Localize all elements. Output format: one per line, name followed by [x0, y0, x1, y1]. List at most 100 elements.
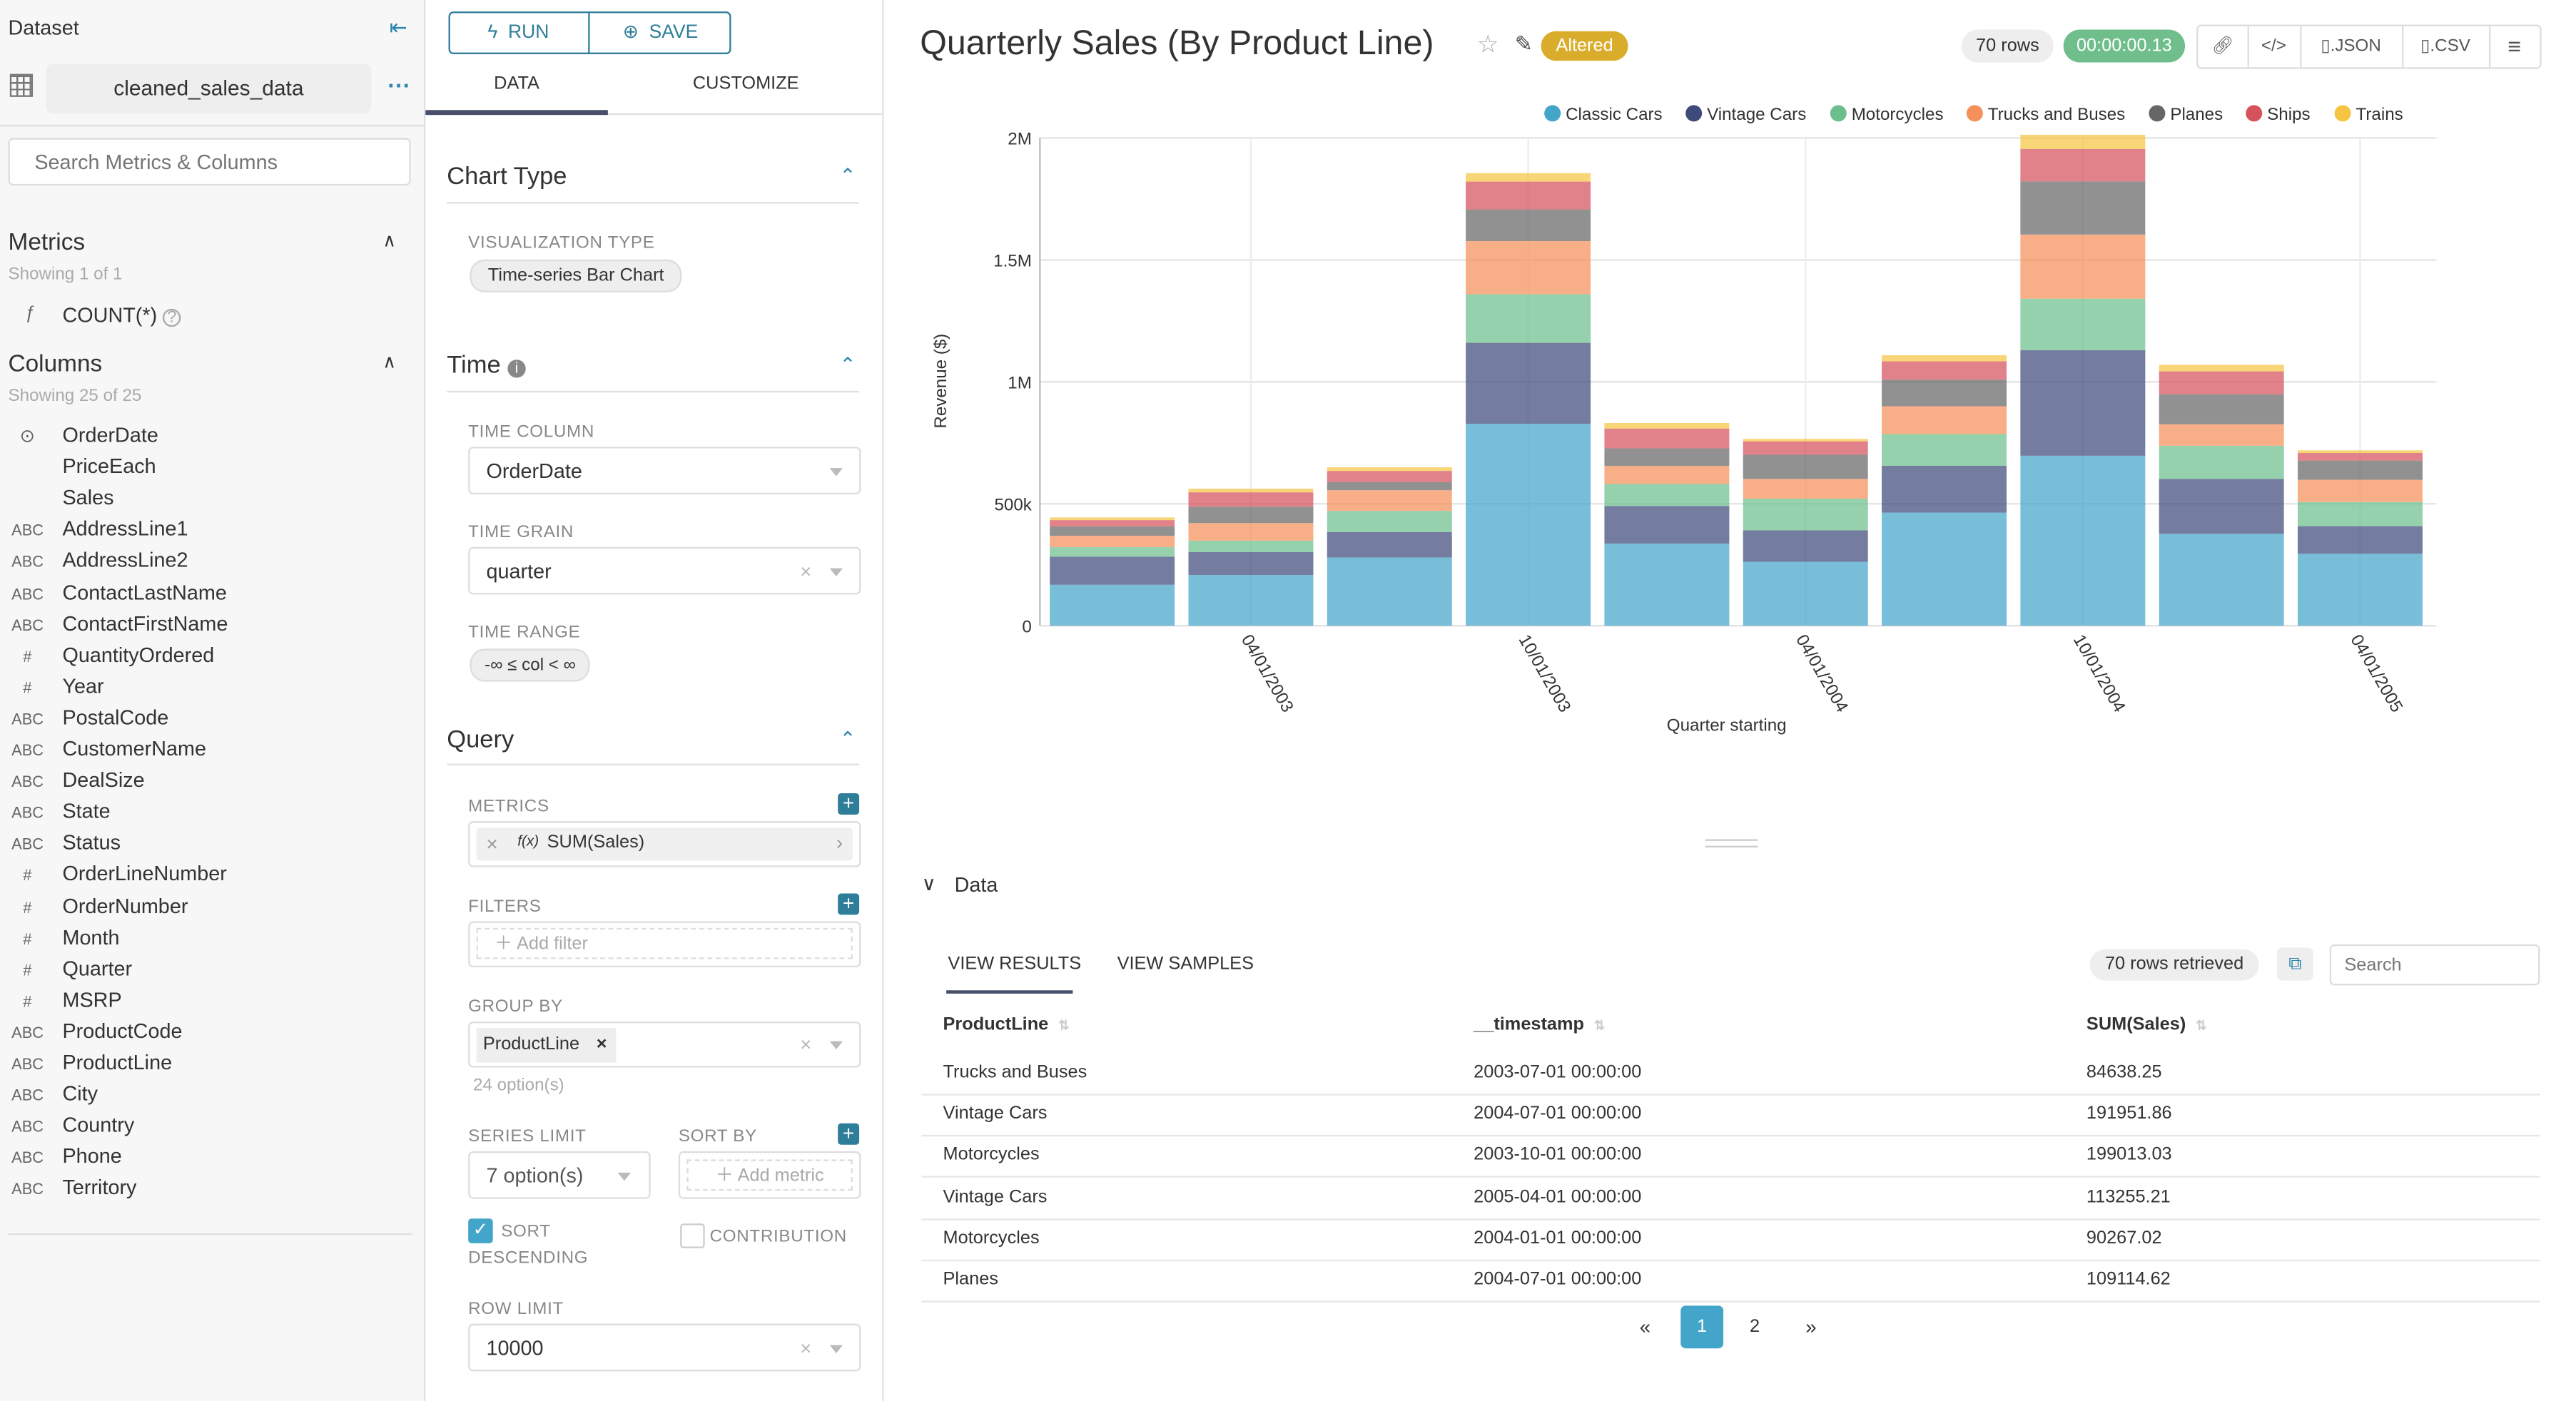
column-item[interactable]: ABC AddressLine1: [0, 518, 424, 549]
tab-data[interactable]: DATA: [494, 73, 539, 94]
column-item[interactable]: ABC ProductCode: [0, 1019, 424, 1051]
sort-icon[interactable]: ⇅: [1058, 1018, 1070, 1034]
metric-item[interactable]: COUNT(*) ?: [62, 304, 181, 327]
column-item[interactable]: ABC Status: [0, 832, 424, 863]
metrics-collapse-icon[interactable]: ∧: [382, 231, 396, 252]
export-csv-button[interactable]: ▯.CSV: [2402, 26, 2491, 68]
chevron-up-icon[interactable]: ⌃: [839, 352, 856, 377]
pagination-next[interactable]: »: [1805, 1315, 1817, 1339]
add-filter-icon[interactable]: +: [838, 892, 860, 915]
string-type-icon: ABC: [11, 805, 44, 823]
column-item[interactable]: Sales: [0, 486, 424, 518]
remove-icon[interactable]: ×: [486, 832, 498, 856]
column-item[interactable]: # OrderLineNumber: [0, 863, 424, 895]
metric-chip[interactable]: × f(x) SUM(Sales) ›: [476, 827, 853, 861]
save-button[interactable]: ⊕ SAVE: [590, 11, 731, 54]
chevron-up-icon[interactable]: ⌃: [839, 727, 856, 751]
copy-icon[interactable]: ⧉: [2276, 947, 2313, 981]
column-item[interactable]: ABC CustomerName: [0, 738, 424, 769]
legend-item[interactable]: Trains: [2356, 105, 2403, 124]
row-limit-select[interactable]: 10000 ×: [468, 1323, 861, 1372]
export-json-button[interactable]: ▯.JSON: [2300, 26, 2404, 68]
add-metric-icon[interactable]: +: [838, 793, 860, 815]
column-header[interactable]: SUM(Sales) ⇅: [2086, 1014, 2207, 1035]
filters-label: FILTERS: [468, 897, 542, 917]
menu-icon[interactable]: ≡: [2507, 33, 2522, 59]
results-search-input[interactable]: [2329, 944, 2540, 986]
legend-item[interactable]: Ships: [2267, 105, 2310, 124]
column-name: QuantityOrdered: [62, 643, 215, 667]
bar-segment: [1604, 543, 1730, 626]
column-item[interactable]: ⊙ OrderDate: [0, 424, 424, 455]
star-icon[interactable]: ☆: [1476, 31, 1499, 59]
clear-icon[interactable]: ×: [800, 1033, 812, 1056]
edit-icon[interactable]: ✎: [1514, 31, 1533, 56]
link-icon[interactable]: 🔗︎: [2198, 26, 2249, 68]
column-item[interactable]: ABC State: [0, 800, 424, 832]
legend-item[interactable]: Planes: [2170, 105, 2223, 124]
column-item[interactable]: ABC ProductLine: [0, 1051, 424, 1082]
series-limit-select[interactable]: 7 option(s): [468, 1151, 651, 1199]
help-icon[interactable]: ?: [163, 308, 181, 327]
column-item[interactable]: # Year: [0, 675, 424, 706]
column-header[interactable]: __timestamp ⇅: [1474, 1014, 1606, 1035]
resize-handle[interactable]: [1705, 839, 1758, 847]
column-item[interactable]: ABC City: [0, 1082, 424, 1114]
clear-icon[interactable]: ×: [800, 560, 812, 584]
legend-item[interactable]: Classic Cars: [1566, 105, 1663, 124]
sort-icon[interactable]: ⇅: [1593, 1018, 1606, 1034]
add-sort-icon[interactable]: +: [838, 1123, 860, 1145]
time-range-button[interactable]: -∞ ≤ col < ∞: [470, 648, 591, 682]
column-item[interactable]: ABC Territory: [0, 1176, 424, 1208]
altered-badge[interactable]: Altered: [1541, 31, 1628, 61]
time-grain-select[interactable]: quarter ×: [468, 546, 861, 595]
more-options-icon[interactable]: ···: [387, 72, 411, 99]
search-metrics-columns-input[interactable]: [8, 138, 411, 186]
column-item[interactable]: # QuantityOrdered: [0, 643, 424, 675]
data-collapse-icon[interactable]: ∨: [921, 872, 936, 895]
contribution-checkbox[interactable]: [680, 1223, 705, 1248]
column-item[interactable]: # MSRP: [0, 989, 424, 1020]
pagination-page-1[interactable]: 1: [1680, 1305, 1724, 1349]
tab-customize[interactable]: CUSTOMIZE: [692, 73, 799, 94]
column-item[interactable]: ABC ContactLastName: [0, 581, 424, 612]
pagination-page-2[interactable]: 2: [1749, 1317, 1760, 1338]
chevron-up-icon[interactable]: ⌃: [839, 164, 856, 188]
run-button[interactable]: ϟ RUN: [449, 11, 590, 54]
clear-icon[interactable]: ×: [800, 1337, 812, 1360]
chart-title[interactable]: Quarterly Sales (By Product Line): [920, 24, 1434, 63]
column-item[interactable]: ABC Country: [0, 1114, 424, 1145]
legend-item[interactable]: Motorcycles: [1852, 105, 1944, 124]
columns-collapse-icon[interactable]: ∧: [382, 352, 396, 373]
legend-item[interactable]: Vintage Cars: [1707, 105, 1806, 124]
add-sort-metric-button[interactable]: ＋ Add metric: [686, 1159, 853, 1191]
column-header[interactable]: ProductLine ⇅: [943, 1014, 1070, 1035]
column-item[interactable]: # OrderNumber: [0, 895, 424, 926]
viz-type-button[interactable]: Time-series Bar Chart: [470, 259, 682, 292]
column-item[interactable]: PriceEach: [0, 455, 424, 486]
remove-icon[interactable]: ×: [596, 1034, 607, 1055]
pagination-prev[interactable]: «: [1639, 1315, 1651, 1339]
column-item[interactable]: ABC AddressLine2: [0, 549, 424, 581]
embed-code-icon[interactable]: </>: [2248, 26, 2302, 68]
sort-icon[interactable]: ⇅: [2196, 1018, 2207, 1034]
table-row: Vintage Cars 2004-07-01 00:00:00 191951.86: [921, 1094, 2540, 1137]
sort-descending-checkbox[interactable]: ✓: [468, 1218, 493, 1243]
column-item[interactable]: ABC DealSize: [0, 769, 424, 800]
chevron-right-icon[interactable]: ›: [836, 830, 843, 855]
column-item[interactable]: # Month: [0, 926, 424, 957]
column-item[interactable]: ABC PostalCode: [0, 706, 424, 738]
info-icon[interactable]: i: [507, 360, 526, 378]
bar-segment: [2020, 350, 2146, 456]
column-item[interactable]: ABC ContactFirstName: [0, 612, 424, 643]
column-item[interactable]: ABC Phone: [0, 1145, 424, 1176]
column-item[interactable]: # Quarter: [0, 957, 424, 989]
time-column-select[interactable]: OrderDate: [468, 447, 861, 494]
tab-view-samples[interactable]: VIEW SAMPLES: [1117, 954, 1254, 974]
dataset-name[interactable]: cleaned_sales_data: [46, 63, 372, 113]
tab-view-results[interactable]: VIEW RESULTS: [948, 954, 1082, 974]
legend-item[interactable]: Trucks and Buses: [1988, 105, 2125, 124]
add-filter-button[interactable]: ＋ Add filter: [476, 927, 853, 959]
collapse-icon[interactable]: ⇤: [389, 14, 407, 40]
group-by-select[interactable]: ProductLine × ×: [468, 1022, 861, 1068]
